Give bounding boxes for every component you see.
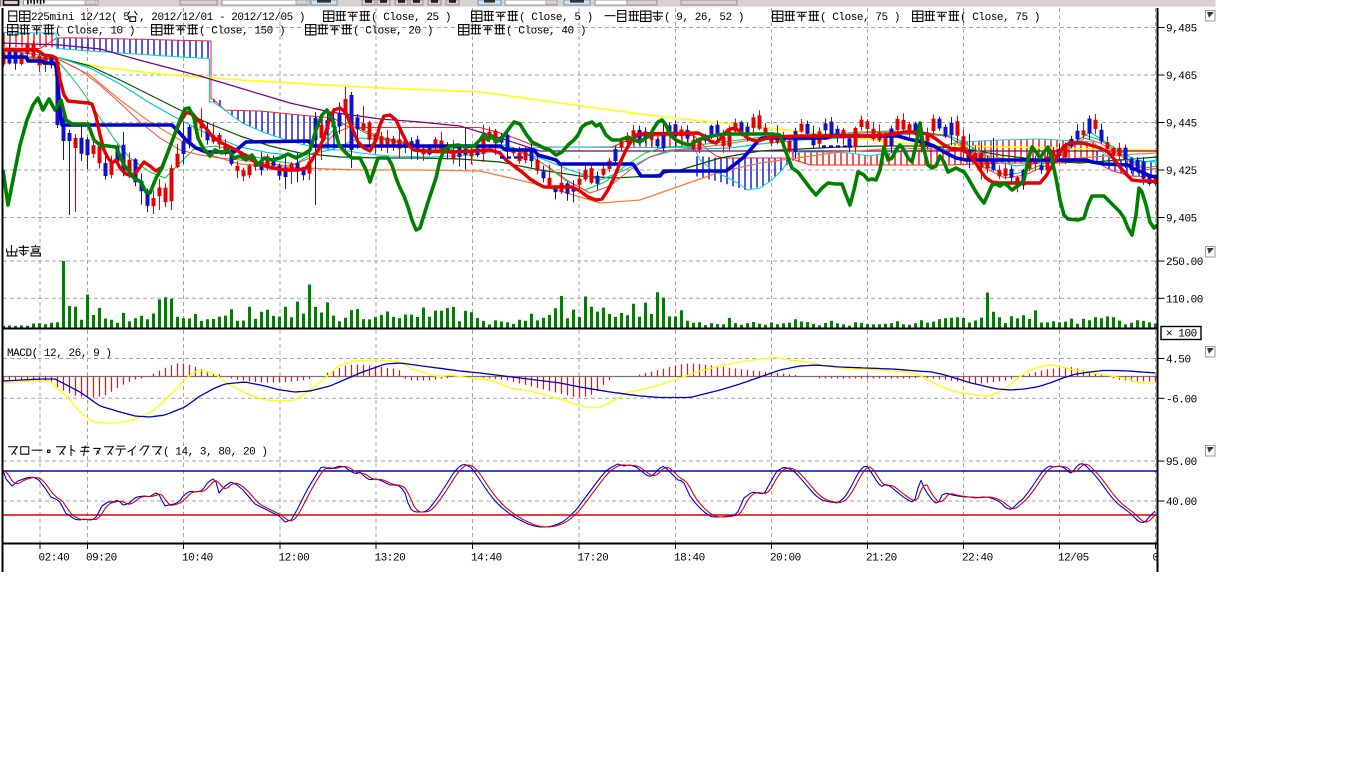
svg-text:( Close, 5 ): ( Close, 5 ): [519, 12, 593, 24]
svg-text:9,425: 9,425: [1166, 166, 1197, 178]
svg-text:20:00: 20:00: [770, 553, 801, 565]
svg-text:22:40: 22:40: [962, 553, 993, 565]
svg-text:( 9, 26, 52 ): ( 9, 26, 52 ): [664, 12, 744, 24]
svg-text:12:00: 12:00: [279, 553, 310, 565]
svg-text:( 14, 3, 80, 20 ): ( 14, 3, 80, 20 ): [163, 447, 268, 459]
svg-text:× 100: × 100: [1166, 329, 1197, 341]
svg-text:250.00: 250.00: [1166, 257, 1203, 269]
svg-text:( Close, 75 ): ( Close, 75 ): [960, 12, 1040, 24]
svg-text:( Close, 40 ): ( Close, 40 ): [506, 26, 586, 38]
svg-text:9,445: 9,445: [1166, 119, 1197, 131]
svg-text:14:40: 14:40: [471, 553, 502, 565]
svg-text:MACD( 12, 26, 9 ): MACD( 12, 26, 9 ): [7, 348, 112, 360]
svg-text:40.00: 40.00: [1166, 497, 1197, 509]
svg-text:21:20: 21:20: [866, 553, 897, 565]
svg-text:17:20: 17:20: [578, 553, 609, 565]
svg-text:, 2012/12/01 - 2012/12/05 ): , 2012/12/01 - 2012/12/05 ): [139, 12, 305, 24]
svg-text:18:40: 18:40: [674, 553, 705, 565]
svg-text:110.00: 110.00: [1166, 294, 1203, 306]
svg-text:09:20: 09:20: [86, 553, 117, 565]
svg-text:4.50: 4.50: [1166, 355, 1191, 367]
svg-text:9,465: 9,465: [1166, 71, 1197, 83]
svg-text:10:40: 10:40: [182, 553, 213, 565]
svg-text:( Close, 25 ): ( Close, 25 ): [371, 12, 451, 24]
svg-text:( Close, 10 ): ( Close, 10 ): [55, 26, 135, 38]
svg-text:9,405: 9,405: [1166, 214, 1197, 226]
svg-text:0: 0: [1153, 553, 1159, 565]
svg-text:225mini 12/12( 5: 225mini 12/12( 5: [31, 12, 129, 24]
svg-text:13:20: 13:20: [375, 553, 406, 565]
svg-text:9,485: 9,485: [1166, 24, 1197, 36]
svg-text:( Close, 150 ): ( Close, 150 ): [199, 26, 285, 38]
svg-text:95.00: 95.00: [1166, 457, 1197, 469]
svg-text:( Close, 75 ): ( Close, 75 ): [820, 12, 900, 24]
svg-text:12/05: 12/05: [1058, 553, 1089, 565]
svg-text:( Close, 20 ): ( Close, 20 ): [353, 26, 433, 38]
svg-text:02:40: 02:40: [39, 553, 70, 565]
svg-text:-6.00: -6.00: [1166, 394, 1197, 406]
